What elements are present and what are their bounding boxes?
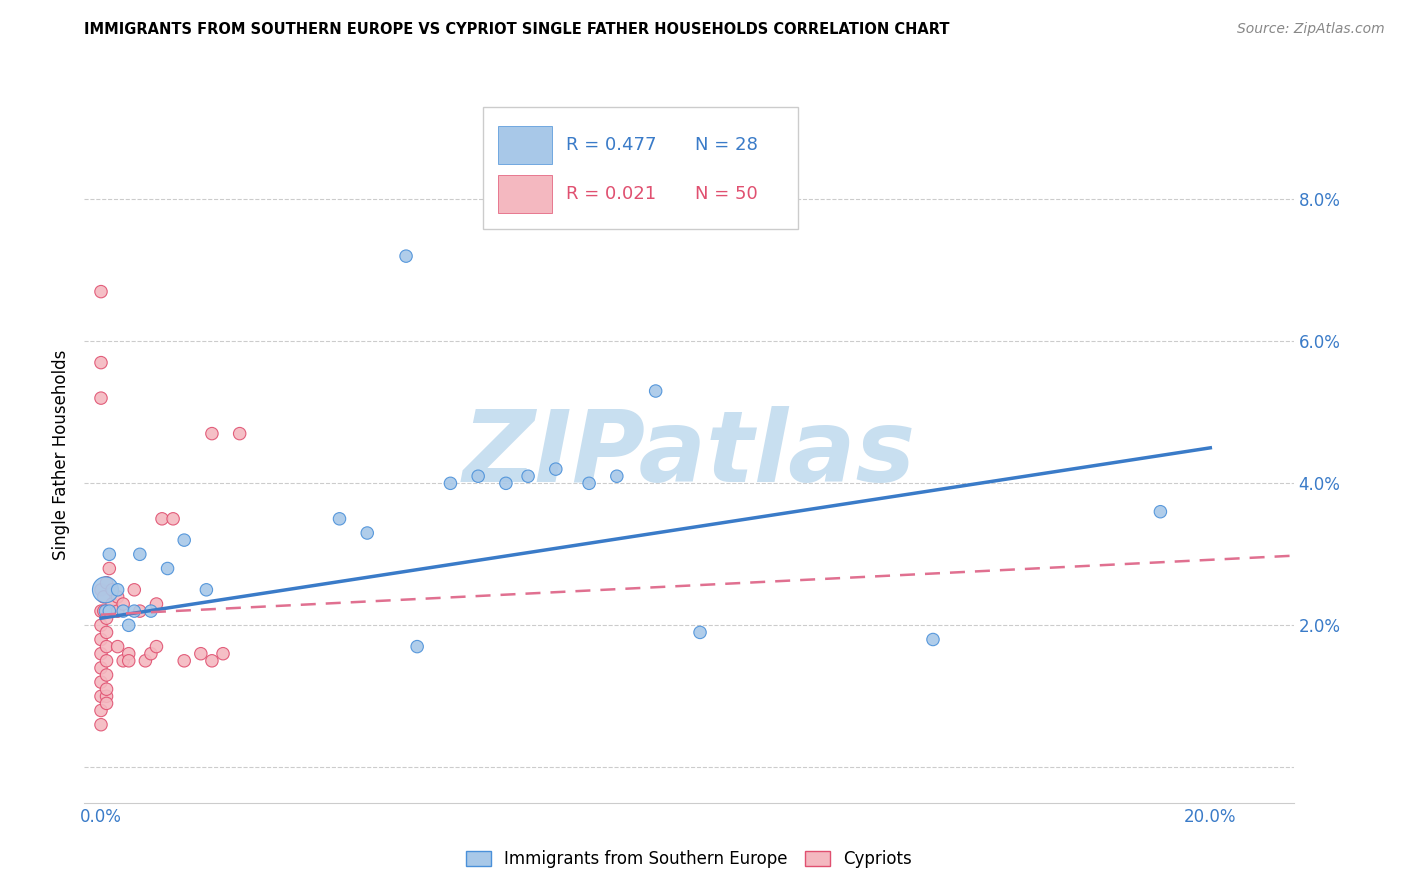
Point <box>139 647 162 661</box>
Point <box>124 604 146 618</box>
Point <box>107 590 129 604</box>
Point <box>195 582 218 597</box>
Point <box>96 611 118 625</box>
Text: N = 28: N = 28 <box>695 136 758 154</box>
Point <box>96 654 118 668</box>
Point <box>90 675 112 690</box>
Point <box>96 604 118 618</box>
Point <box>101 604 124 618</box>
Point <box>98 561 121 575</box>
Text: Source: ZipAtlas.com: Source: ZipAtlas.com <box>1237 22 1385 37</box>
Point <box>101 597 124 611</box>
Point <box>689 625 711 640</box>
Point <box>107 640 129 654</box>
Point <box>201 426 224 441</box>
Point <box>439 476 461 491</box>
Point <box>201 654 224 668</box>
FancyBboxPatch shape <box>484 107 797 229</box>
Point <box>90 618 112 632</box>
Point <box>644 384 666 398</box>
Point <box>96 697 118 711</box>
FancyBboxPatch shape <box>498 175 553 213</box>
Point <box>118 618 141 632</box>
Point <box>98 604 121 618</box>
Point <box>406 640 429 654</box>
Point <box>124 582 146 597</box>
Point <box>156 561 179 575</box>
Point <box>150 512 173 526</box>
Point <box>128 604 150 618</box>
Point <box>93 590 115 604</box>
Point <box>517 469 540 483</box>
Point <box>145 597 167 611</box>
Point <box>98 547 121 561</box>
Point <box>90 647 112 661</box>
Text: N = 50: N = 50 <box>695 185 758 203</box>
Point <box>128 547 150 561</box>
Point <box>495 476 517 491</box>
Point <box>96 575 118 590</box>
Legend: Immigrants from Southern Europe, Cypriots: Immigrants from Southern Europe, Cypriot… <box>460 843 918 874</box>
Point <box>134 654 156 668</box>
Point <box>90 604 112 618</box>
Point <box>118 647 141 661</box>
Point <box>228 426 250 441</box>
Point <box>606 469 628 483</box>
Point <box>190 647 212 661</box>
Point <box>1149 505 1171 519</box>
Point <box>578 476 600 491</box>
Point <box>90 285 112 299</box>
Text: ZIPatlas: ZIPatlas <box>463 407 915 503</box>
Point <box>107 604 129 618</box>
Point <box>101 582 124 597</box>
FancyBboxPatch shape <box>498 126 553 164</box>
Point <box>96 690 118 704</box>
Point <box>356 526 378 541</box>
Point <box>96 640 118 654</box>
Point <box>328 512 350 526</box>
Point <box>90 704 112 718</box>
Point <box>96 625 118 640</box>
Point <box>173 654 195 668</box>
Point <box>96 682 118 697</box>
Point <box>90 690 112 704</box>
Point <box>90 717 112 731</box>
Point <box>90 582 112 597</box>
Point <box>112 654 135 668</box>
Point <box>145 640 167 654</box>
Point <box>467 469 489 483</box>
Point <box>139 604 162 618</box>
Y-axis label: Single Father Households: Single Father Households <box>52 350 70 560</box>
Text: R = 0.021: R = 0.021 <box>565 185 655 203</box>
Point <box>90 356 112 370</box>
Point <box>93 604 115 618</box>
Point <box>395 249 418 263</box>
Point <box>112 597 135 611</box>
Point <box>90 661 112 675</box>
Point <box>118 654 141 668</box>
Text: IMMIGRANTS FROM SOUTHERN EUROPE VS CYPRIOT SINGLE FATHER HOUSEHOLDS CORRELATION : IMMIGRANTS FROM SOUTHERN EUROPE VS CYPRI… <box>84 22 950 37</box>
Point <box>173 533 195 548</box>
Point <box>90 391 112 405</box>
Point <box>107 582 129 597</box>
Point <box>90 632 112 647</box>
Point <box>94 582 117 597</box>
Point <box>922 632 945 647</box>
Point <box>96 668 118 682</box>
Text: R = 0.477: R = 0.477 <box>565 136 657 154</box>
Point <box>162 512 184 526</box>
Point <box>544 462 567 476</box>
Point <box>212 647 235 661</box>
Point <box>94 604 117 618</box>
Point <box>112 604 135 618</box>
